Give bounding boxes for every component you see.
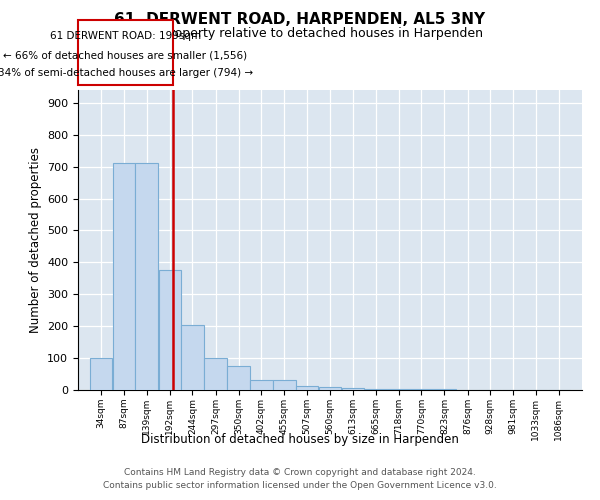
Text: ← 66% of detached houses are smaller (1,556): ← 66% of detached houses are smaller (1,… xyxy=(4,51,248,60)
Bar xyxy=(227,366,250,390)
Bar xyxy=(204,358,227,390)
Bar xyxy=(273,380,296,390)
Bar xyxy=(319,388,341,390)
Bar xyxy=(113,164,136,390)
Text: Distribution of detached houses by size in Harpenden: Distribution of detached houses by size … xyxy=(141,434,459,446)
Text: Size of property relative to detached houses in Harpenden: Size of property relative to detached ho… xyxy=(116,28,484,40)
Text: Contains HM Land Registry data © Crown copyright and database right 2024.: Contains HM Land Registry data © Crown c… xyxy=(124,468,476,477)
Bar xyxy=(136,164,158,390)
Text: 61, DERWENT ROAD, HARPENDEN, AL5 3NY: 61, DERWENT ROAD, HARPENDEN, AL5 3NY xyxy=(115,12,485,28)
Bar xyxy=(364,388,387,390)
Text: 61 DERWENT ROAD: 199sqm: 61 DERWENT ROAD: 199sqm xyxy=(50,31,201,42)
Bar xyxy=(158,270,181,390)
Text: Contains public sector information licensed under the Open Government Licence v3: Contains public sector information licen… xyxy=(103,482,497,490)
Text: 34% of semi-detached houses are larger (794) →: 34% of semi-detached houses are larger (… xyxy=(0,68,253,78)
Bar xyxy=(296,386,318,390)
Bar xyxy=(342,388,364,390)
Bar xyxy=(388,389,410,390)
Bar xyxy=(181,324,204,390)
Bar xyxy=(90,358,112,390)
Y-axis label: Number of detached properties: Number of detached properties xyxy=(29,147,41,333)
Bar xyxy=(250,380,272,390)
